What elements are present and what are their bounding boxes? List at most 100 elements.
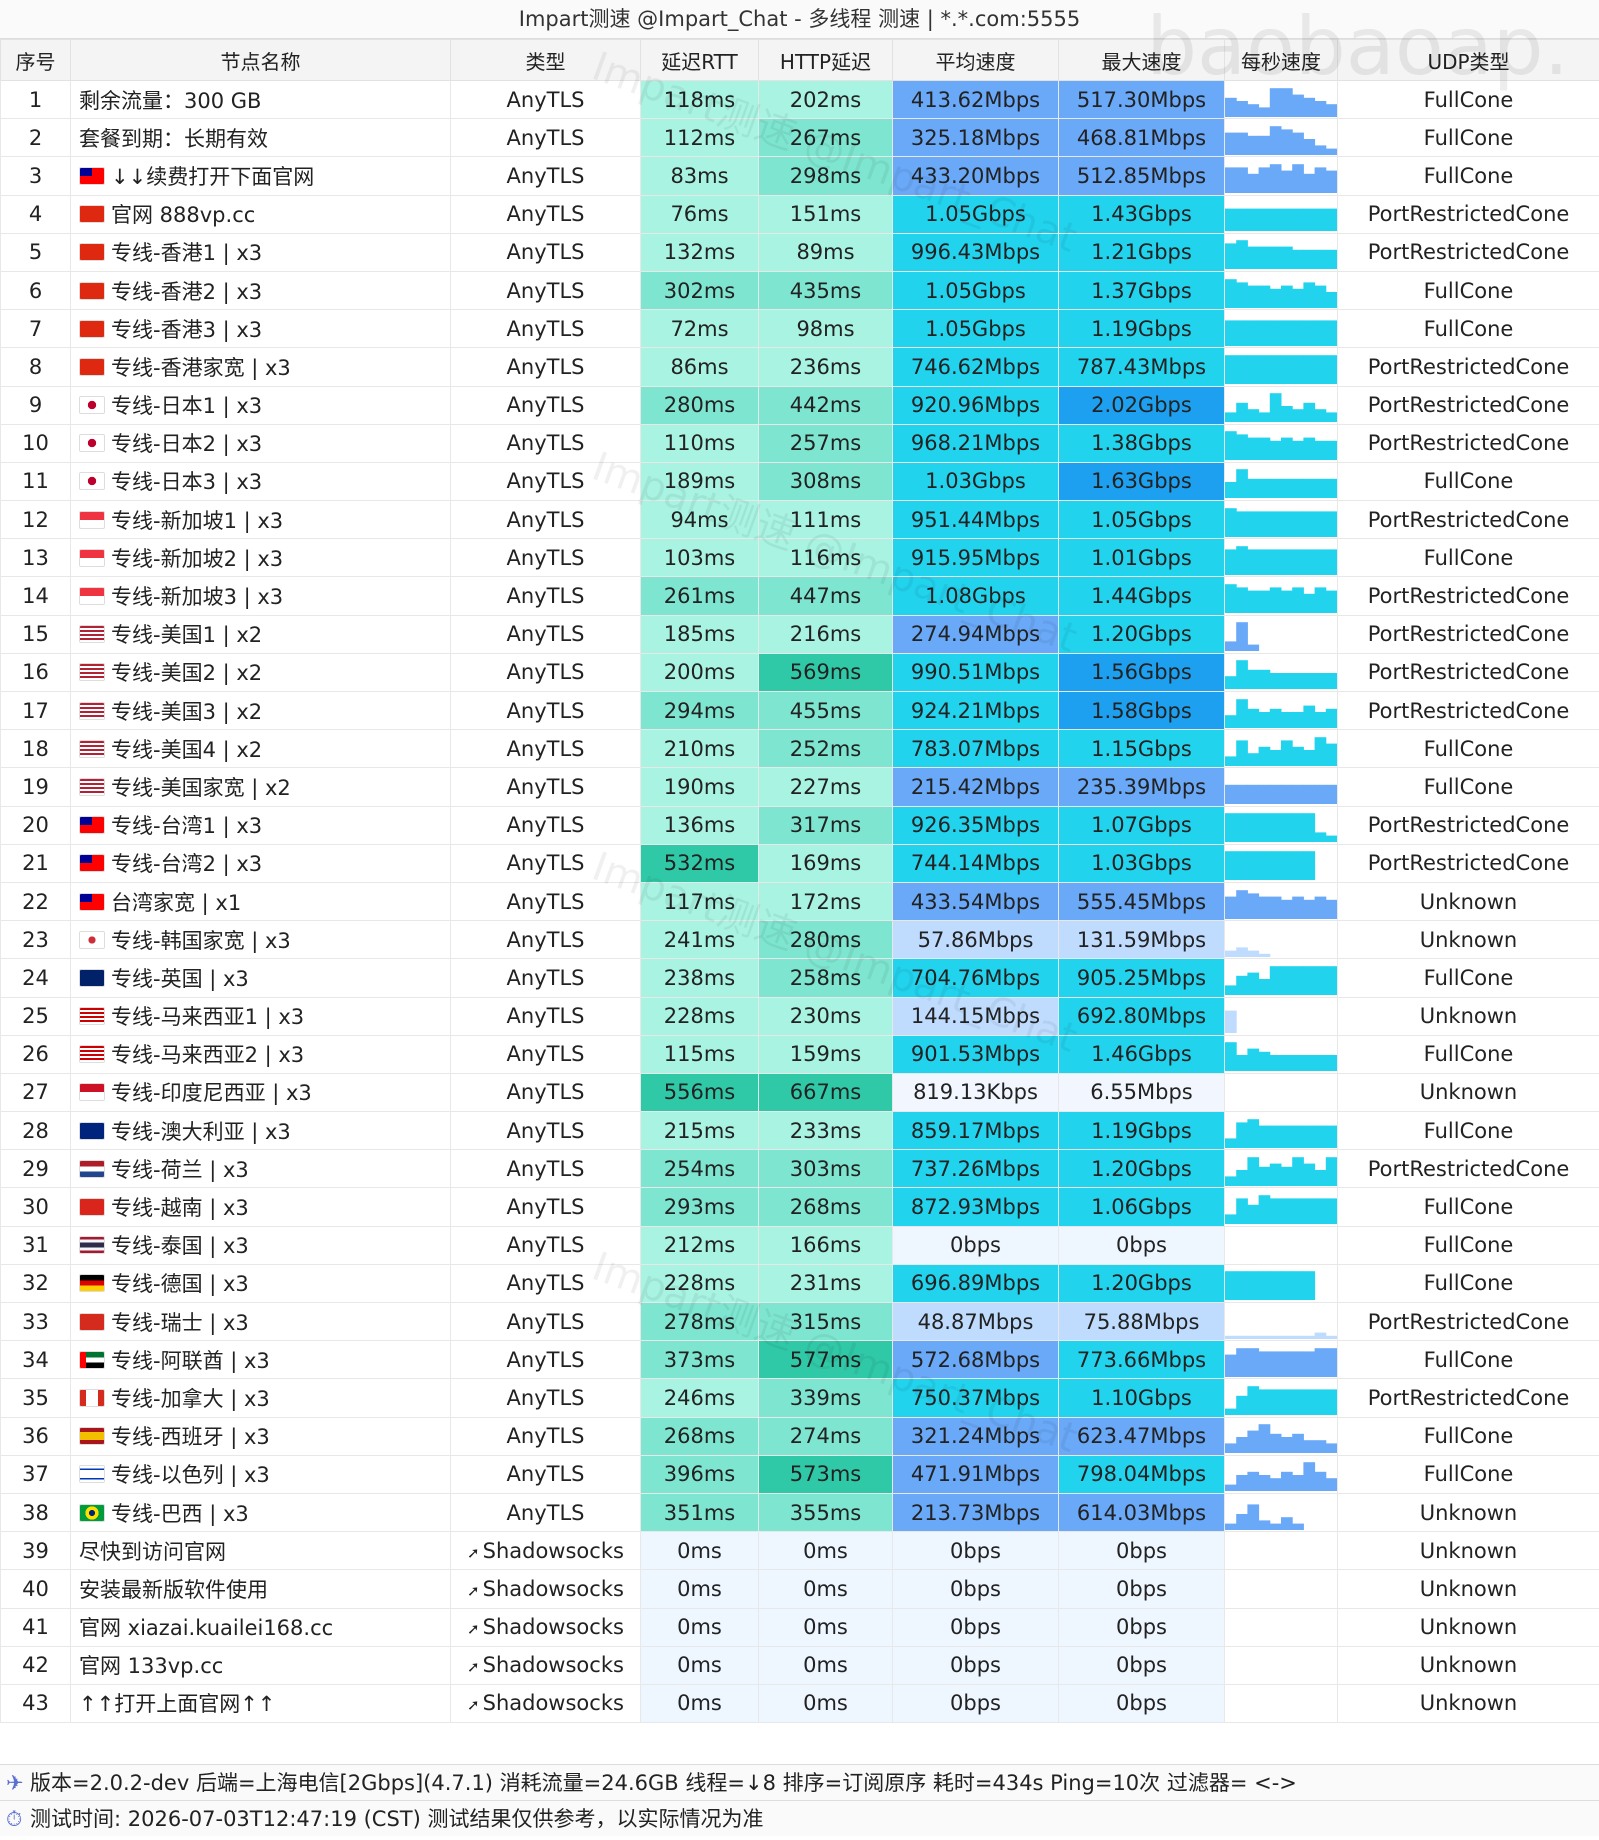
node-name: 尽快到访问官网: [79, 1539, 226, 1564]
table-row: 16 专线-美国2 | x2 AnyTLS 200ms 569ms 990.51Mbps 1…: [0, 652, 1599, 693]
sparkline-bar: [1247, 1048, 1260, 1072]
avg-speed: 325.18Mbps: [892, 118, 1059, 158]
sparkline-bar: [1247, 355, 1260, 384]
http-latency: 258ms: [758, 958, 893, 998]
sparkline-bar: [1258, 246, 1271, 270]
per-second-sparkline: [1224, 614, 1338, 654]
avg-speed: 704.76Mbps: [892, 958, 1059, 998]
sparkline-bar: [1236, 434, 1248, 461]
protocol-label: AnyTLS: [506, 202, 585, 227]
sparkline-bar: [1247, 103, 1260, 117]
avg-speed: 433.54Mbps: [892, 881, 1059, 922]
flag-hk-icon: [79, 205, 105, 224]
table-row: 33 专线-瑞士 | x3 AnyTLS 278ms 315ms 48.87Mbps 75.…: [0, 1301, 1599, 1342]
sparkline-bar: [1303, 1125, 1316, 1148]
udp-type: PortRestrictedCone: [1337, 652, 1599, 693]
node-name-cell: 专线-台湾1 | x3: [70, 805, 451, 845]
max-speed: 773.66Mbps: [1058, 1340, 1225, 1380]
node-name: 专线-新加坡3 | x3: [111, 585, 284, 610]
row-number: 4: [0, 194, 71, 234]
rtt-latency: 212ms: [640, 1225, 759, 1265]
sparkline-bar: [1258, 953, 1271, 957]
sparkline-bar: [1247, 1271, 1260, 1301]
max-speed: 1.01Gbps: [1058, 538, 1225, 578]
http-latency: 166ms: [758, 1225, 893, 1265]
avg-speed: 924.21Mbps: [892, 690, 1059, 731]
sparkline-chart: [1225, 622, 1260, 652]
node-name-cell: ↑↑打开上面官网↑↑: [70, 1683, 451, 1724]
sparkline-bar: [1236, 813, 1248, 843]
max-speed: 1.56Gbps: [1058, 652, 1225, 693]
node-name: 安装最新版软件使用: [79, 1577, 268, 1602]
sparkline-bar: [1258, 1125, 1271, 1148]
sparkline-bar: [1292, 851, 1304, 881]
rtt-latency: 532ms: [640, 843, 759, 883]
node-name-cell: 专线-美国2 | x2: [70, 652, 451, 693]
sparkline-bar: [1236, 1335, 1248, 1339]
per-second-sparkline: [1224, 156, 1338, 196]
udp-type: PortRestrictedCone: [1337, 843, 1599, 883]
sparkline-bar: [1247, 1157, 1260, 1186]
sparkline-bar: [1281, 406, 1293, 423]
table-row: 26 专线-马来西亚2 | x3 AnyTLS 115ms 159ms 901.53Mbp…: [0, 1034, 1599, 1074]
sparkline-bar: [1258, 549, 1271, 575]
avg-speed: 471.91Mbps: [892, 1454, 1059, 1494]
sparkline-bar: [1281, 1516, 1293, 1530]
per-second-sparkline: [1224, 920, 1338, 960]
flag-nl-icon: [79, 1159, 105, 1178]
sparkline-bar: [1225, 208, 1237, 232]
udp-type: FullCone: [1337, 1187, 1599, 1227]
sparkline-bar: [1303, 593, 1316, 614]
node-name-cell: 专线-日本2 | x3: [70, 423, 451, 463]
table-row: 9 专线-日本1 | x3 AnyTLS 280ms 442ms 920.96Mbps 2.…: [0, 385, 1599, 425]
per-second-sparkline: [1224, 1607, 1338, 1647]
node-name-cell: ↓↓续费打开下面官网: [70, 156, 451, 196]
node-name-cell: 专线-台湾2 | x3: [70, 843, 451, 883]
per-second-sparkline: [1224, 461, 1338, 502]
node-name-cell: 专线-巴西 | x3: [70, 1492, 451, 1533]
sparkline-bar: [1281, 320, 1293, 346]
per-second-sparkline: [1224, 270, 1338, 311]
sparkline-bar: [1292, 94, 1304, 117]
protocol-label: AnyTLS: [506, 1347, 585, 1372]
row-number: 9: [0, 385, 71, 425]
node-name-cell: 专线-日本3 | x3: [70, 461, 451, 502]
table-row: 20 专线-台湾1 | x3 AnyTLS 136ms 317ms 926.35Mbps 1…: [0, 805, 1599, 845]
sparkline-bar: [1247, 851, 1260, 881]
flag-vn-icon: [79, 1198, 105, 1217]
sparkline-bar: [1258, 511, 1271, 537]
row-number: 1: [0, 79, 71, 120]
send-icon: ➚: [467, 1696, 480, 1715]
protocol-label: AnyTLS: [506, 507, 585, 532]
rtt-latency: 238ms: [640, 958, 759, 998]
sparkline-chart: [1225, 1118, 1337, 1148]
protocol-label: AnyTLS: [506, 316, 585, 341]
udp-type: PortRestrictedCone: [1337, 805, 1599, 845]
sparkline-bar: [1269, 393, 1282, 423]
protocol-type: AnyTLS: [450, 843, 641, 883]
protocol-type: AnyTLS: [450, 1301, 641, 1342]
avg-speed: 744.14Mbps: [892, 843, 1059, 883]
sparkline-bar: [1325, 1125, 1337, 1148]
max-speed: 1.03Gbps: [1058, 843, 1225, 883]
http-latency: 298ms: [758, 156, 893, 196]
sparkline-bar: [1325, 250, 1337, 270]
avg-speed: 215.42Mbps: [892, 767, 1059, 807]
node-name-cell: 专线-加拿大 | x3: [70, 1378, 451, 1418]
sparkline-bar: [1236, 511, 1248, 537]
sparkline-bar: [1281, 1351, 1293, 1377]
protocol-label: AnyTLS: [506, 1424, 585, 1449]
sparkline-bar: [1258, 355, 1271, 384]
sparkline-bar: [1236, 1513, 1248, 1530]
sparkline-bar: [1236, 167, 1248, 193]
rtt-latency: 190ms: [640, 767, 759, 807]
sparkline-bar: [1236, 698, 1248, 728]
sparkline-bar: [1236, 975, 1248, 995]
table-row: 38 专线-巴西 | x3 AnyTLS 351ms 355ms 213.73Mbps 61…: [0, 1492, 1599, 1533]
sparkline-bar: [1292, 549, 1304, 575]
footer-info: ✈ 版本=2.0.2-dev 后端=上海电信[2Gbps](4.7.1) 消耗流量…: [0, 1764, 1599, 1800]
sparkline-bar: [1247, 1472, 1260, 1492]
sparkline-bar: [1292, 479, 1304, 499]
sparkline-bar: [1325, 170, 1337, 193]
